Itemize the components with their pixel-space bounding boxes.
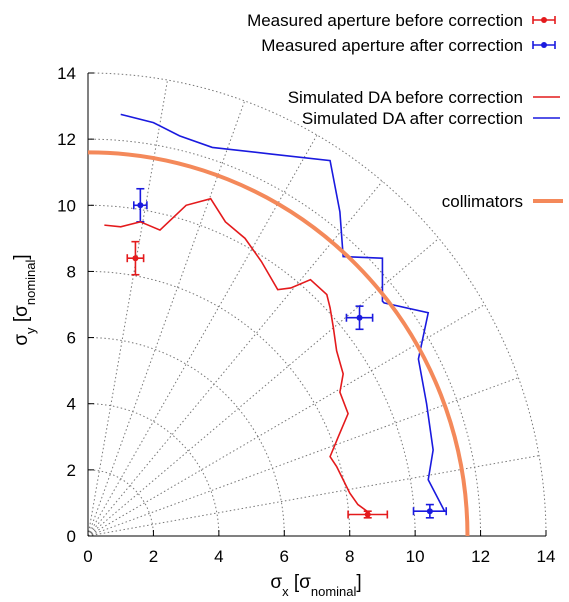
y-tick-label: 4 <box>67 395 76 414</box>
legend-symbol <box>532 16 556 24</box>
y-tick-label: 6 <box>67 329 76 348</box>
x-tick-label: 0 <box>83 547 92 566</box>
series-layer <box>87 113 470 537</box>
x-tick-label: 6 <box>280 547 289 566</box>
point-marker <box>132 255 139 262</box>
point-marker <box>137 202 144 209</box>
grid-radial-line <box>87 304 485 537</box>
data-point <box>133 187 148 223</box>
x-tick-label: 8 <box>345 547 354 566</box>
y-tick-label: 10 <box>57 196 76 215</box>
grid-circle <box>87 337 285 537</box>
data-point <box>345 305 374 331</box>
legend-label: Measured aperture before correction <box>247 11 523 30</box>
legend-label: Simulated DA after correction <box>302 109 523 128</box>
legend: Measured aperture before correction Measu… <box>247 11 563 211</box>
collimator-arc <box>87 150 470 537</box>
legend-symbol <box>532 41 556 49</box>
grid-circle <box>87 403 220 537</box>
series-line-3 <box>120 113 446 512</box>
legend-label: collimators <box>442 192 523 211</box>
x-axis-title: σx [σnominal] <box>270 572 361 599</box>
data-point <box>412 503 448 519</box>
grid-radial-line <box>87 134 318 537</box>
x-tick-label: 12 <box>471 547 490 566</box>
data-point <box>126 240 145 276</box>
x-tick-label: 4 <box>214 547 223 566</box>
y-tick-label: 0 <box>67 527 76 546</box>
y-axis-title: σy [σnominal] <box>11 254 38 345</box>
grid-circle <box>87 138 482 537</box>
grid-radial-line <box>87 79 169 537</box>
grid-radial-line <box>87 455 540 537</box>
grid-radial-line <box>87 377 519 537</box>
legend-label: Measured aperture after correction <box>261 36 523 55</box>
point-marker <box>356 314 363 321</box>
y-tick-label: 8 <box>67 262 76 281</box>
y-tick-label: 2 <box>67 461 76 480</box>
x-tick-label: 10 <box>406 547 425 566</box>
grid-radial-line <box>87 181 383 537</box>
grid-radial-line <box>87 100 246 537</box>
legend-marker <box>541 17 547 23</box>
grid-circle <box>87 204 416 537</box>
grid-radial-line <box>87 238 440 537</box>
point-marker <box>426 508 433 515</box>
series-line-2 <box>104 197 370 514</box>
legend-label: Simulated DA before correction <box>288 88 523 107</box>
axes: 0 2 4 6 8 10 12 14 0 2 4 6 8 10 12 14 <box>57 64 555 566</box>
grid-circle <box>87 270 351 537</box>
polar-grid <box>87 72 547 537</box>
y-tick-label: 14 <box>57 64 76 83</box>
y-tick-label: 12 <box>57 130 76 149</box>
x-tick-label: 2 <box>149 547 158 566</box>
x-tick-label: 14 <box>537 547 556 566</box>
legend-marker <box>541 42 547 48</box>
grid-circle <box>87 469 154 537</box>
grid-circle <box>87 72 547 537</box>
